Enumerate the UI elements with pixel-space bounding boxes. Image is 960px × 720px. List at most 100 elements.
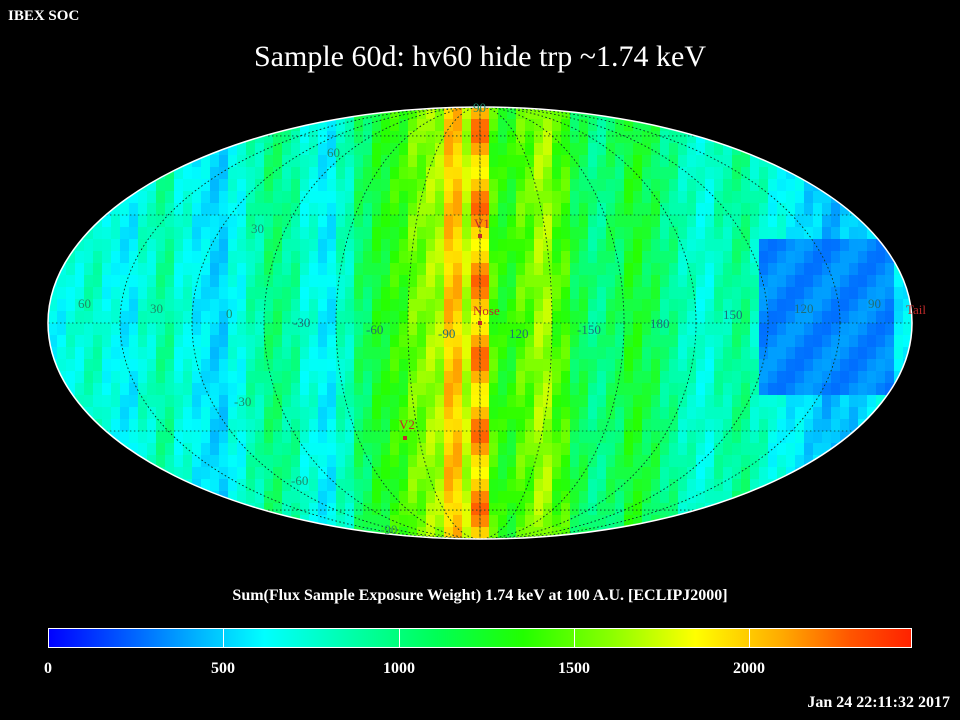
sky-cell [219,299,229,312]
sky-cell [588,167,598,180]
sky-cell [696,467,706,480]
sky-cell [768,419,778,432]
sky-cell [246,107,256,120]
sky-cell [111,311,121,324]
sky-cell [255,215,265,228]
sky-cell [471,431,481,444]
sky-cell [381,119,391,132]
sky-cell [867,479,877,492]
sky-cell [300,491,310,504]
sky-cell [183,407,193,420]
sky-cell [489,191,499,204]
sky-cell [111,491,121,504]
sky-cell [318,287,328,300]
sky-cell [597,167,607,180]
sky-cell [813,107,823,120]
sky-cell [399,191,409,204]
sky-cell [624,203,634,216]
sky-cell [858,527,868,539]
sky-cell [138,395,148,408]
sky-cell [552,143,562,156]
sky-cell [363,215,373,228]
sky-cell [543,275,553,288]
sky-cell [201,287,211,300]
sky-cell [264,311,274,324]
sky-cell [57,119,67,132]
sky-cell [48,227,58,240]
sky-cell [48,503,58,516]
sky-cell [174,203,184,216]
sky-cell [408,227,418,240]
sky-cell [543,515,553,528]
sky-cell [462,299,472,312]
graticule-lon [119,107,841,539]
sky-cell [624,527,634,539]
sky-cell [354,503,364,516]
sky-cell [174,347,184,360]
sky-cell [498,395,508,408]
sky-cell [471,215,481,228]
sky-cell [741,263,751,276]
sky-cell [462,347,472,360]
sky-cell [444,299,454,312]
sky-cell [165,239,175,252]
sky-cell [903,167,912,180]
sky-cell [147,299,157,312]
sky-cell [714,419,724,432]
sky-cell [813,467,823,480]
sky-cell [579,179,589,192]
sky-cell [57,419,67,432]
sky-cell [606,347,616,360]
sky-cell [561,227,571,240]
sky-cell [336,347,346,360]
sky-cell [849,359,859,372]
sky-cell [534,455,544,468]
sky-cell [363,371,373,384]
sky-cell [885,131,895,144]
sky-cell [444,311,454,324]
sky-cell [759,263,769,276]
sky-cell [381,263,391,276]
sky-cell [849,251,859,264]
sky-cell [462,335,472,348]
sky-cell [354,239,364,252]
sky-cell [768,191,778,204]
sky-cell [156,335,166,348]
sky-cell [633,131,643,144]
sky-cell [138,443,148,456]
sky-cell [822,131,832,144]
sky-cell [705,431,715,444]
sky-cell [264,419,274,432]
sky-cell [696,203,706,216]
sky-cell [732,263,742,276]
sky-cell [588,455,598,468]
sky-cell [66,347,76,360]
sky-cell [786,311,796,324]
sky-cell [408,383,418,396]
sky-cell [831,323,841,336]
sky-cell [885,431,895,444]
sky-cell [408,155,418,168]
sky-cell [273,323,283,336]
sky-cell [444,503,454,516]
sky-cell [633,311,643,324]
sky-cell [318,239,328,252]
sky-cell [282,383,292,396]
sky-cell [75,383,85,396]
sky-cell [219,263,229,276]
sky-cell [714,359,724,372]
sky-cell [606,443,616,456]
sky-cell [345,203,355,216]
sky-cell [849,107,859,120]
sky-cell [408,167,418,180]
sky-cell [768,311,778,324]
sky-cell [417,503,427,516]
sky-cell [570,335,580,348]
sky-cell [228,287,238,300]
sky-cell [102,419,112,432]
sky-cell [804,179,814,192]
sky-cell [597,359,607,372]
sky-cell [102,527,112,539]
sky-cell [417,479,427,492]
sky-cell [633,323,643,336]
